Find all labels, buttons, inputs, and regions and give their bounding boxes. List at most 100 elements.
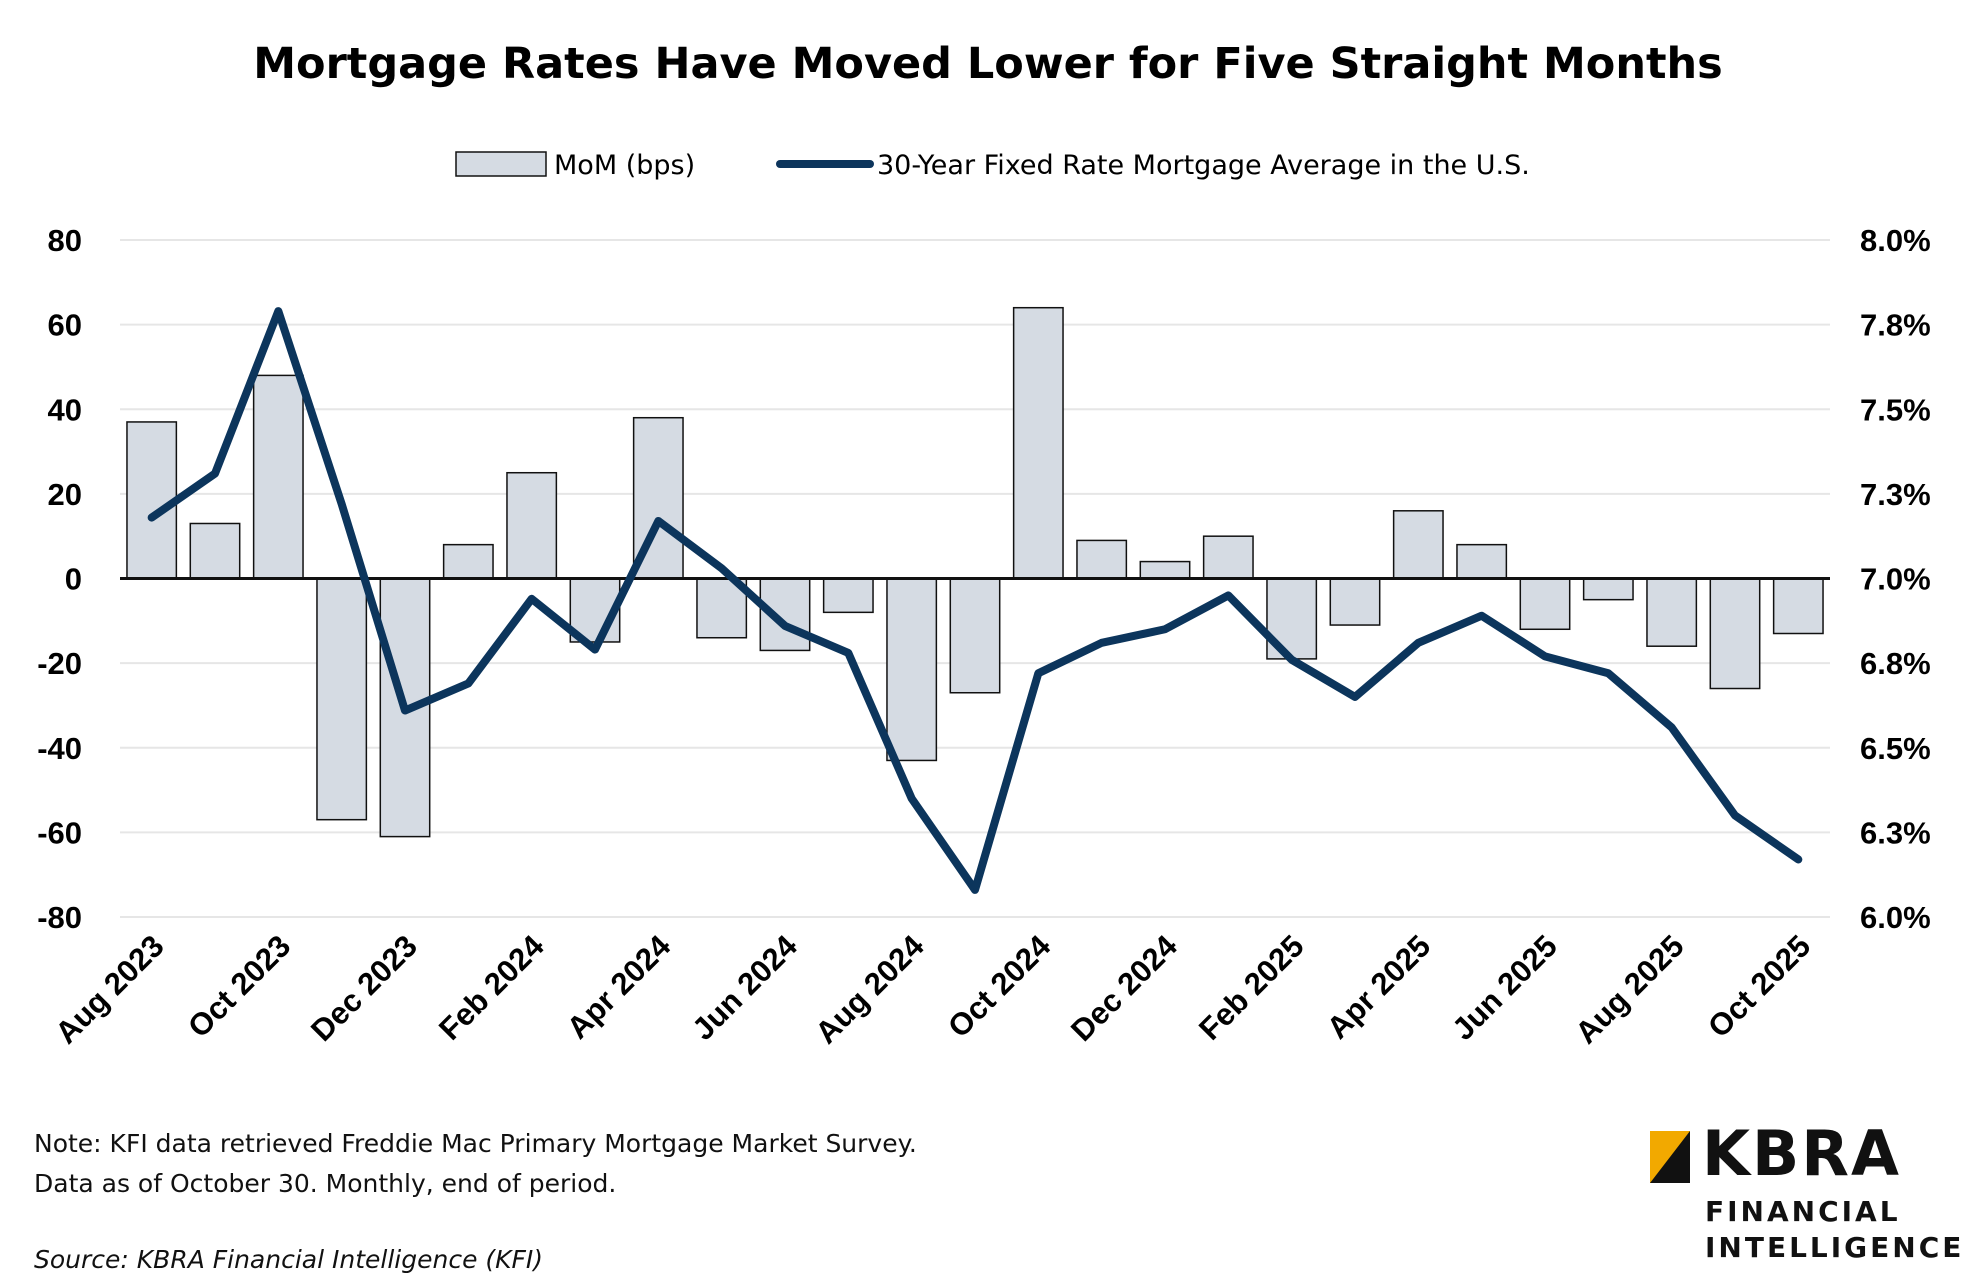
rate-point (973, 887, 977, 892)
y-axis-left: 80 60 40 20 0 -20 -40 -60 -80 (37, 223, 82, 935)
footnote: Note: KFI data retrieved Freddie Mac Pri… (34, 1124, 917, 1204)
rate-point (1606, 671, 1611, 676)
rate-point (783, 623, 787, 628)
y-right-tick-label: 6.5% (1860, 731, 1931, 766)
rate-point (1226, 593, 1231, 598)
bar (1076, 539, 1128, 580)
chart-title: Mortgage Rates Have Moved Lower for Five… (253, 39, 1722, 89)
rate-point (529, 596, 534, 601)
rate-point (656, 518, 661, 523)
bar (252, 374, 304, 580)
y-right-tick-label: 6.8% (1860, 646, 1931, 681)
bar (1709, 577, 1761, 690)
source-note: Source: KBRA Financial Intelligence (KFI… (34, 1245, 544, 1274)
rate-point (1669, 725, 1674, 730)
bar (1139, 560, 1191, 580)
x-tick-label: Jun 2024 (685, 928, 804, 1047)
legend-label-mom: MoM (bps) (554, 150, 695, 181)
footnote-line-1: Note: KFI data retrieved Freddie Mac Pri… (34, 1129, 917, 1158)
y-left-tick-label: 20 (48, 477, 82, 512)
bar (759, 577, 811, 652)
bar (822, 577, 874, 614)
x-tick-label: Apr 2025 (1320, 928, 1437, 1045)
bar (1202, 535, 1254, 580)
y-left-tick-label: -60 (37, 815, 82, 850)
kbra-logo-line2: INTELLIGENCE (1705, 1231, 1965, 1264)
bar (1582, 577, 1634, 601)
bar (1329, 577, 1381, 626)
x-tick-label: Dec 2024 (1064, 928, 1184, 1048)
rate-point (339, 502, 344, 507)
y-right-tick-label: 7.0% (1860, 562, 1931, 597)
rate-point (149, 515, 154, 520)
rate-point (1099, 640, 1104, 645)
bar (886, 577, 938, 762)
rate-point (276, 309, 281, 314)
rate-point (719, 566, 724, 571)
y-axis-right: 8.0% 7.8% 7.5% 7.3% 7.0% 6.8% 6.5% 6.3% 6.0% (1860, 223, 1931, 935)
rate-point (1543, 654, 1547, 659)
legend-label-rate: 30-Year Fixed Rate Mortgage Average in t… (877, 150, 1530, 181)
bar (1012, 306, 1064, 580)
y-right-tick-label: 7.3% (1860, 477, 1931, 512)
rate-point (1733, 813, 1737, 818)
rate-point (909, 796, 914, 801)
rate-point (593, 647, 597, 652)
y-left-tick-label: 80 (48, 223, 82, 258)
legend-swatch-mom (455, 151, 547, 177)
line-series (147, 307, 1803, 894)
rate-point (1796, 857, 1801, 862)
bar (1646, 577, 1698, 647)
kbra-logo-mark-icon (1650, 1131, 1690, 1183)
x-axis: Aug 2023 Oct 2023 Dec 2023 Feb 2024 Apr 2024… (48, 928, 1817, 1051)
bar (442, 543, 494, 580)
rate-point (213, 471, 217, 476)
bar-series (126, 306, 1824, 838)
bar (316, 577, 368, 821)
rate-point (1479, 613, 1484, 618)
x-tick-label: Aug 2024 (808, 928, 931, 1051)
y-left-tick-label: 0 (65, 562, 82, 597)
rate-point (466, 681, 471, 686)
x-tick-label: Aug 2023 (48, 928, 170, 1050)
rate-point (1163, 627, 1167, 632)
bar (1519, 577, 1571, 631)
rate-point (1289, 657, 1294, 662)
x-tick-label: Jun 2025 (1445, 928, 1564, 1047)
y-left-tick-label: 40 (48, 392, 82, 427)
x-tick-label: Dec 2023 (304, 928, 424, 1048)
kbra-logo-line1: FINANCIAL (1705, 1195, 1901, 1228)
rate-point (1416, 640, 1421, 645)
bar (189, 522, 241, 580)
y-right-tick-label: 6.0% (1860, 900, 1931, 935)
rate-point (846, 650, 851, 655)
x-tick-label: Aug 2025 (1568, 928, 1690, 1050)
x-tick-label: Feb 2025 (1192, 928, 1311, 1047)
bar (1772, 577, 1824, 635)
rate-point (1036, 671, 1041, 676)
bar (506, 471, 558, 580)
y-left-tick-label: -20 (37, 646, 82, 681)
y-right-tick-label: 7.5% (1860, 392, 1931, 427)
y-right-tick-label: 6.3% (1860, 815, 1931, 850)
legend: MoM (bps) 30-Year Fixed Rate Mortgage Av… (455, 150, 1530, 181)
y-right-tick-label: 7.8% (1860, 308, 1931, 343)
x-tick-label: Feb 2024 (432, 928, 551, 1047)
x-tick-label: Oct 2025 (1701, 928, 1817, 1044)
x-tick-label: Apr 2024 (560, 928, 678, 1046)
kbra-wordmark: KBRA (1702, 1117, 1902, 1190)
footnote-line-2: Data as of October 30. Monthly, end of p… (34, 1169, 617, 1198)
y-left-tick-label: 60 (48, 308, 82, 343)
bar (126, 421, 178, 580)
x-tick-label: Oct 2023 (181, 928, 297, 1044)
bar (1456, 543, 1508, 580)
rate-point (403, 708, 407, 713)
x-tick-label: Oct 2024 (941, 928, 1058, 1045)
y-right-tick-label: 8.0% (1860, 223, 1931, 258)
bar (949, 577, 1001, 694)
y-left-tick-label: -80 (37, 900, 82, 935)
bar (1392, 510, 1444, 580)
y-left-tick-label: -40 (37, 731, 82, 766)
rate-point (1353, 694, 1357, 699)
